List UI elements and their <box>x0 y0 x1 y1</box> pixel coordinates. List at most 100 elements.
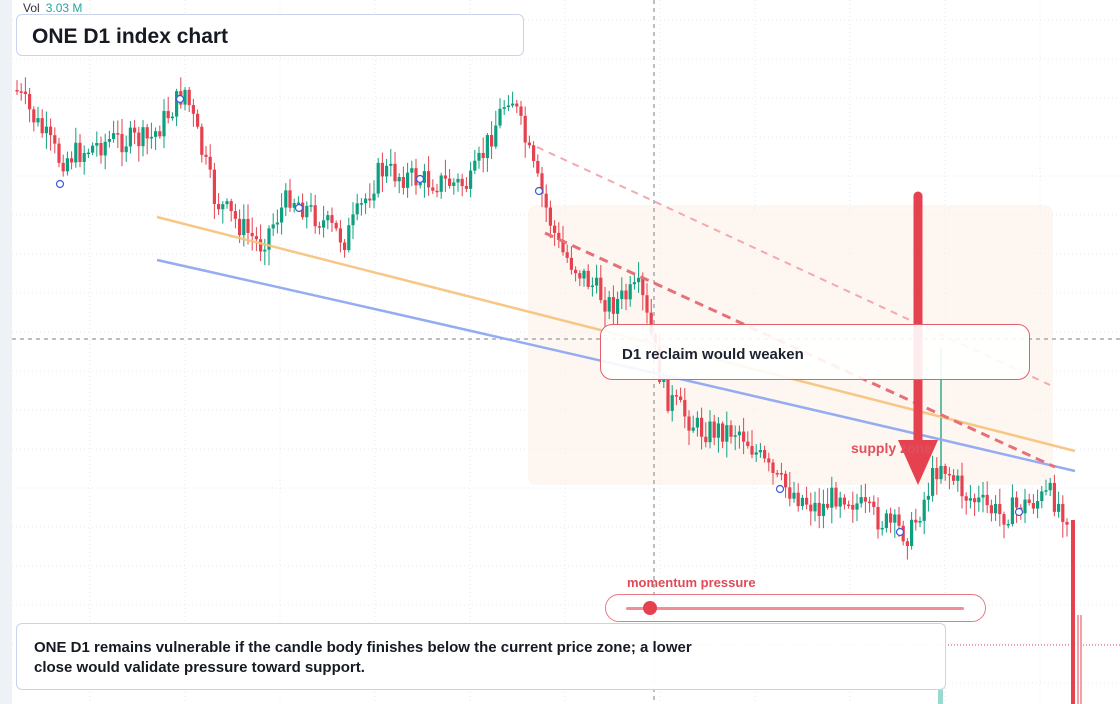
candle-body <box>158 131 162 137</box>
candle-body <box>36 118 40 123</box>
candle-body <box>527 142 531 146</box>
candle-body <box>939 465 943 480</box>
candle-body <box>544 193 548 208</box>
red-dashed-line-lower <box>544 231 1056 469</box>
candle-body <box>548 207 552 226</box>
candle-body <box>578 273 582 279</box>
candle-body <box>880 527 884 530</box>
candle-body <box>834 487 838 507</box>
candle-body <box>952 475 956 481</box>
candle-body <box>565 252 569 258</box>
candle-body <box>767 458 771 463</box>
candle-body <box>494 125 498 147</box>
candle-body <box>32 109 36 123</box>
candle-body <box>334 222 338 229</box>
title-card: ONE D1 index chart <box>16 14 524 56</box>
candle-body <box>376 162 380 194</box>
signal-marker <box>895 527 905 537</box>
candle-body <box>401 177 405 188</box>
candle-body <box>280 207 284 223</box>
candle-body <box>355 203 359 215</box>
candle-body <box>347 225 351 251</box>
candle-body <box>448 178 452 186</box>
summary-card: ONE D1 remains vulnerable if the candle … <box>16 623 946 690</box>
candle-body <box>796 492 800 507</box>
candle-body <box>309 205 313 207</box>
candle-body <box>91 145 95 153</box>
candle-body <box>893 514 897 523</box>
candle-body <box>821 503 825 517</box>
candle-body <box>1023 499 1027 514</box>
candle-body <box>674 395 678 397</box>
candle-body <box>628 284 632 300</box>
candle-body <box>968 498 972 501</box>
candle-body <box>469 170 473 189</box>
candle-body <box>918 520 922 523</box>
candle-body <box>884 513 888 528</box>
candle-body <box>385 165 389 177</box>
candle-body <box>422 171 426 183</box>
candle-body <box>393 163 397 182</box>
candle-body <box>679 396 683 401</box>
candle-body <box>204 154 208 157</box>
candle-body <box>313 205 317 227</box>
candle-body <box>284 190 288 208</box>
volume-label: Vol <box>23 1 40 15</box>
candle-body <box>926 495 930 500</box>
candle-body <box>326 215 330 221</box>
candle-body <box>99 142 103 156</box>
candle-body <box>70 158 74 163</box>
candle-body <box>876 507 880 530</box>
candle-body <box>557 232 561 241</box>
candle-body <box>65 158 69 172</box>
candle-body <box>641 277 645 296</box>
candle-body <box>250 232 254 237</box>
chart-title: ONE D1 index chart <box>32 25 229 48</box>
candle-body <box>145 127 149 139</box>
candle-body <box>372 193 376 201</box>
candle-body <box>637 277 641 283</box>
candle-body <box>44 126 48 134</box>
candle-body <box>1031 503 1035 509</box>
candle-body <box>233 211 237 219</box>
candle-body <box>788 487 792 499</box>
candle-body <box>515 103 519 107</box>
candle-body <box>817 502 821 517</box>
candle-body <box>208 156 212 170</box>
candle-body <box>141 127 145 147</box>
candle-body <box>242 218 246 236</box>
candle-body <box>439 175 443 192</box>
candle-body <box>343 242 347 251</box>
candle-body <box>985 494 989 506</box>
momentum-track <box>626 607 964 610</box>
candle-body <box>553 225 557 233</box>
momentum-knob[interactable] <box>642 601 657 615</box>
candle-body <box>779 473 783 475</box>
candle-body <box>229 201 233 212</box>
candle-body <box>183 89 187 105</box>
candle-body <box>536 160 540 174</box>
candle-body <box>267 228 271 250</box>
candle-body <box>960 475 964 497</box>
candle-body <box>733 435 737 437</box>
candle-body <box>485 135 489 159</box>
candle-body <box>452 182 456 186</box>
candle-body <box>490 135 494 147</box>
candle-body <box>443 175 447 179</box>
momentum-slider[interactable] <box>605 594 986 622</box>
summary-text: ONE D1 remains vulnerable if the candle … <box>34 639 692 676</box>
candle-body <box>855 503 859 510</box>
candle-body <box>1065 521 1069 525</box>
candle-body <box>254 236 258 240</box>
candle-body <box>574 269 578 274</box>
candle-body <box>154 131 158 137</box>
candle-body <box>292 203 296 208</box>
candle-body <box>943 465 947 474</box>
candle-body <box>107 138 111 142</box>
candle-body <box>28 93 32 110</box>
candle-body <box>259 239 263 252</box>
candle-body <box>275 222 279 225</box>
blue-support-line <box>156 258 1076 473</box>
candle-body <box>905 541 909 546</box>
